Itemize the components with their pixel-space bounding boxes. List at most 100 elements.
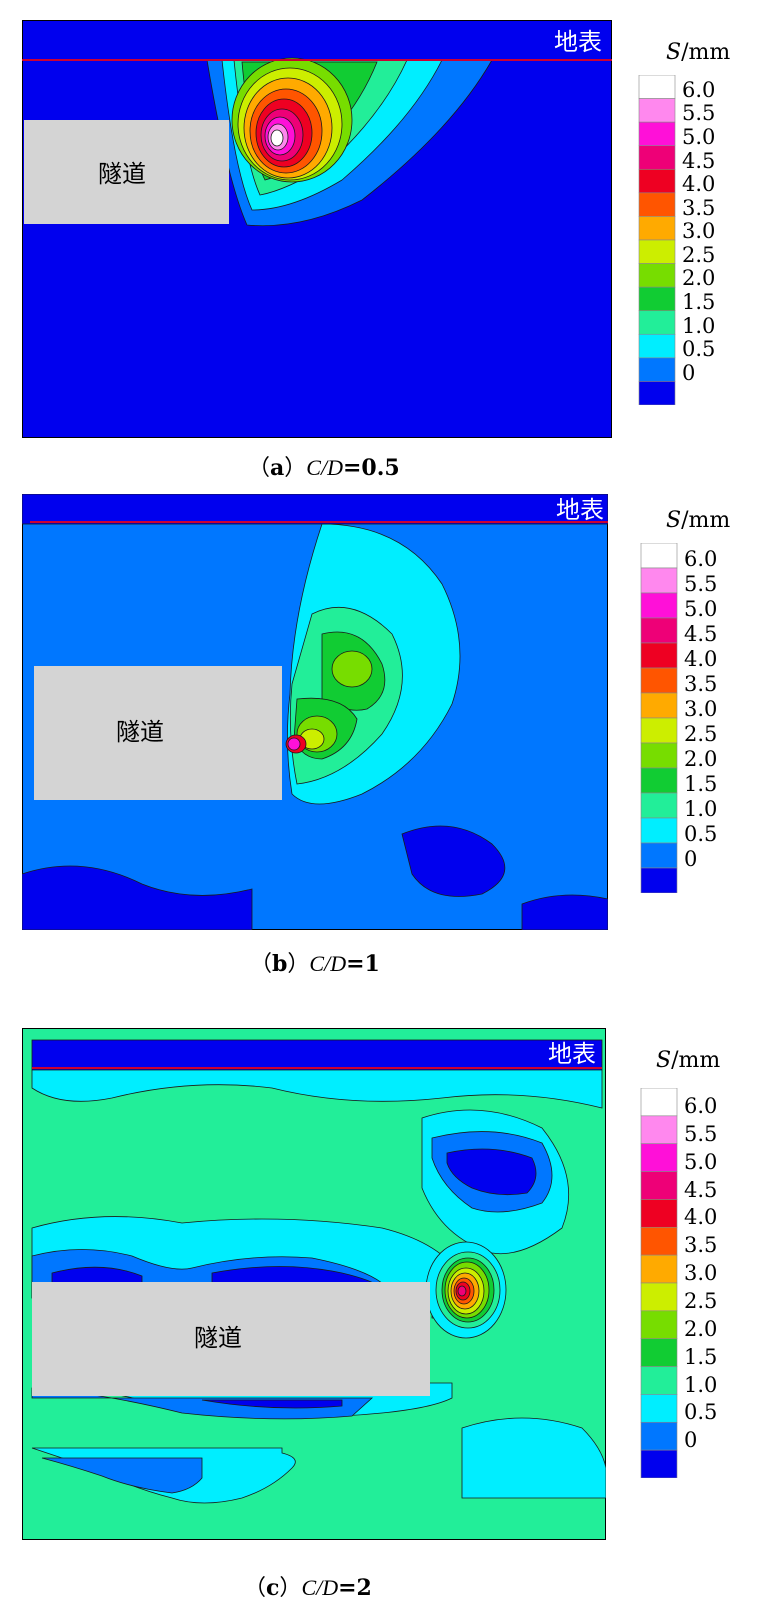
legend-unit: /mm [681,508,731,533]
colorbar-segment [640,842,678,869]
legend-tick-label: 3.0 [682,219,716,244]
legend-tick-label: 0 [684,1428,698,1453]
colorbar-segment [640,1282,678,1312]
caption-value: =1 [346,951,380,977]
legend-symbol: S [656,1048,672,1073]
tunnel-b [34,666,282,800]
surface-label-b: 地表 [556,496,604,524]
colorbar-segment [638,333,676,359]
legend-tick-label: 2.0 [684,1316,718,1341]
legend-tick-label: 5.0 [684,596,718,621]
legend-tick-label: 2.0 [682,266,716,291]
contour-plot-a: 隧道 地表 [22,20,612,438]
legend-tick-label: 4.0 [682,172,716,197]
caption-paren-close: ） [287,952,310,977]
caption-a: （a）C/D=0.5 [248,450,400,482]
caption-c: （c）C/D=2 [244,1570,372,1602]
legend-tick-label: 4.5 [682,148,716,173]
colorbar-segment [640,1449,678,1478]
colorbar-segment [638,216,676,241]
contour-bands-b [22,494,608,930]
tunnel-a [24,120,229,224]
colorbar-segment [638,310,676,335]
contour-bands-a [206,57,493,227]
contour-plot-b: 隧道 地表 [22,494,608,930]
legend-tick-label: 6.0 [682,77,716,102]
colorbar-segment [638,121,676,147]
legend-tick-label: 3.0 [684,1261,718,1286]
legend-tick-label: 3.5 [682,195,716,220]
legend-tick-label: 5.5 [684,1121,718,1146]
colorbar-segment [640,1366,678,1395]
legend-tick-label: 1.0 [684,1372,718,1397]
legend-tick-label: 1.0 [684,796,718,821]
contour-svg-c: 隧道 地表 [22,1028,606,1540]
colorbar-segment [638,381,676,405]
panel-a: 隧道 地表 （a）C/D=0.5 S/mm 6.0 5.5 5.0 4.5 4.0 3.5… [0,0,778,482]
legend-tick-label: 2.5 [684,1288,718,1313]
colorbar-segment [640,792,678,819]
legend-tick-label: 6.0 [684,546,718,571]
colorbar-segment [640,1199,678,1228]
colorbar-segment [640,1143,678,1172]
colorbar-segment [640,1088,678,1117]
caption-value: =0.5 [342,455,400,481]
legend-tick-label: 4.0 [684,646,718,671]
colorbar-segment [640,817,678,844]
colorbar-segment [640,742,678,769]
colorbar-segment [640,717,678,744]
colorbar-segment [638,75,676,99]
tunnel-c [32,1282,430,1396]
legend-symbol: S [666,40,682,65]
caption-paren-close: ） [284,456,307,481]
tunnel-label-a: 隧道 [98,160,146,188]
caption-value: =2 [338,1575,372,1601]
contour-plot-c: 隧道 地表 [22,1028,606,1540]
colorbar-segment [638,192,676,217]
colorbar-segment [640,867,678,893]
legend-title-c: S/mm [656,1048,720,1073]
colorbar-b [640,543,678,893]
legend-tick-label: 1.0 [682,313,716,338]
caption-letter: a [270,455,285,481]
legend-tick-label: 5.5 [684,571,718,596]
colorbar-segment [640,692,678,719]
colorbar-segment [640,592,678,619]
caption-paren-open: （ [248,456,271,481]
colorbar-segment [640,567,678,594]
colorbar-segment [638,168,676,194]
colorbar-segment [640,1421,678,1451]
legend-tick-label: 0.5 [682,337,716,362]
legend-tick-label: 0.5 [684,821,718,846]
colorbar-a [638,75,676,405]
colorbar-segment [640,543,678,569]
legend-symbol: S [666,508,682,533]
legend-tick-label: 0 [682,360,696,385]
legend-tick-label: 4.0 [684,1205,718,1230]
colorbar-segment [640,617,678,644]
contour-svg-a: 隧道 地表 [22,20,612,438]
colorbar-segment [640,1254,678,1284]
colorbar-segment [638,239,676,264]
legend-tick-label: 4.5 [684,1177,718,1202]
legend-tick-label: 0 [684,846,698,871]
caption-letter: b [272,951,288,977]
caption-paren-close: ） [279,1576,302,1601]
colorbar-segment [640,667,678,694]
colorbar-segment [638,98,676,123]
caption-paren-open: （ [244,1576,267,1601]
legend-tick-label: 6.0 [684,1093,718,1118]
colorbar-segment [638,263,676,288]
legend-tick-label: 5.0 [682,124,716,149]
contour-svg-b: 隧道 地表 [22,494,608,930]
caption-var: C/D [301,1575,339,1600]
colorbar-segment [638,145,676,170]
colorbar-segment [638,357,676,382]
legend-tick-label: 1.5 [684,1344,718,1369]
colorbar-c [640,1088,678,1478]
legend-tick-label: 3.5 [684,1233,718,1258]
legend-tick-label: 5.0 [684,1149,718,1174]
legend-tick-label: 0.5 [684,1400,718,1425]
legend-tick-label: 3.0 [684,696,718,721]
caption-var: C/D [306,455,343,480]
